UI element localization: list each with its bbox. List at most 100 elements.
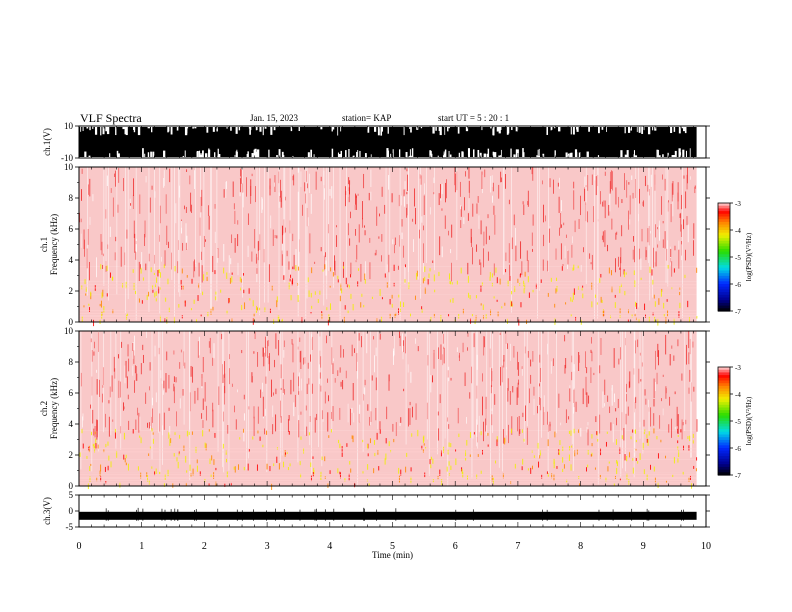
colorbar-tick-label: -4 <box>735 391 741 399</box>
spectrogram-speckle <box>343 261 344 278</box>
spectrogram-speckle <box>320 176 322 182</box>
spectrogram-speckle <box>347 403 349 423</box>
ch1-waveform-gap <box>278 149 281 157</box>
date-label: Jan. 15, 2023 <box>250 113 298 123</box>
spectrogram-speckle <box>655 224 657 238</box>
ch1-waveform-gap <box>558 127 561 132</box>
spectrogram-fleck <box>286 451 288 454</box>
spectrogram-speckle <box>521 367 523 376</box>
spectrogram-speckle <box>136 373 138 381</box>
spectrogram-speckle <box>90 404 91 409</box>
spectrogram-speckle <box>230 258 232 265</box>
spectrogram-streak <box>472 331 474 439</box>
spectrogram-speckle <box>379 333 381 340</box>
spectrogram-fleck <box>475 315 477 321</box>
spectrogram-speckle <box>499 332 501 336</box>
spectrogram-speckle <box>404 265 406 284</box>
colorbar-cell <box>718 289 730 293</box>
spectrogram-speckle <box>409 408 411 425</box>
spectrogram-speckle <box>280 197 282 203</box>
spectrogram-fleck <box>666 299 668 302</box>
spectrogram-speckle <box>392 423 394 432</box>
spectrogram-fleck <box>377 450 379 455</box>
ch1-waveform-gap <box>492 127 495 136</box>
ch1-waveform-gap <box>439 127 442 136</box>
spectrogram-speckle <box>587 429 589 446</box>
spectrogram-fleck <box>155 298 157 302</box>
spectrogram-fleck <box>324 264 326 270</box>
spectrogram-fleck <box>654 316 656 323</box>
spectrogram-streak <box>289 167 291 284</box>
spectrogram-fleck <box>637 461 639 464</box>
spectrogram-fleck <box>647 439 649 446</box>
spectrogram-fleck <box>312 456 314 459</box>
spectrogram-speckle <box>671 261 673 277</box>
spectrogram-streak <box>682 167 683 318</box>
ch1-waveform-gap <box>551 127 553 130</box>
spectrogram-speckle <box>140 363 142 375</box>
spectrogram-streak <box>222 331 223 468</box>
spectrogram-speckle <box>276 235 278 239</box>
spectrogram-fleck <box>553 461 555 469</box>
ch1-waveform-gap <box>150 151 152 157</box>
ch1-waveform-gap <box>238 127 241 131</box>
spectrogram-fleck <box>511 303 513 307</box>
spectrogram-fleck <box>530 467 532 474</box>
ch1-waveform-gap <box>251 153 254 157</box>
spectrogram-speckle <box>609 406 611 414</box>
spectrogram-fleck <box>170 438 172 443</box>
colorbar-cell <box>718 469 730 473</box>
spectrogram-speckle <box>603 200 605 207</box>
spectrogram-fleck <box>152 432 154 435</box>
spectrogram-fleck <box>81 429 83 434</box>
spectrogram-speckle <box>229 354 230 360</box>
spectrogram-fleck <box>269 308 271 314</box>
spectrogram-streak <box>526 331 528 428</box>
spectrogram-fleck <box>602 310 604 317</box>
spectrogram-speckle <box>81 189 82 201</box>
spectrogram-speckle <box>191 204 192 213</box>
spectrogram-fleck <box>414 295 416 300</box>
spectrogram-speckle <box>118 168 120 183</box>
spectrogram-speckle <box>237 220 239 225</box>
spectrogram-fleck <box>351 435 353 439</box>
spectrogram-fleck <box>344 305 346 310</box>
spectrogram-fleck <box>496 277 498 284</box>
spectrogram-speckle <box>368 192 370 201</box>
spectrogram-fleck <box>362 471 364 474</box>
spectrogram-speckle <box>173 386 175 404</box>
spectrogram-speckle <box>696 419 698 432</box>
colorbar-cell <box>718 230 730 234</box>
ch1-waveform-gap <box>630 127 632 131</box>
spectrogram-fleck <box>289 463 291 467</box>
ch1-waveform-gap <box>678 148 681 157</box>
spectrogram-speckle <box>129 198 131 209</box>
spectrogram-fleck <box>555 288 557 294</box>
spectrogram-streak <box>120 331 122 450</box>
spectrogram-speckle <box>355 194 357 198</box>
spectrogram-speckle <box>669 246 671 266</box>
spectrogram-fleck <box>585 467 587 472</box>
spectrogram-fleck <box>539 450 541 456</box>
spectrogram-fleck <box>164 474 166 480</box>
spectrogram-fleck <box>159 272 161 278</box>
spectrogram-speckle <box>169 168 171 183</box>
spectrogram-fleck <box>141 300 143 304</box>
spectrogram-speckle <box>669 354 671 366</box>
spectrogram-fleck <box>652 312 654 316</box>
spectrogram-speckle <box>585 376 587 395</box>
spectrogram-speckle <box>694 186 696 194</box>
spectrogram-fleck <box>455 458 457 466</box>
spectrogram-streak <box>690 331 691 458</box>
spectrogram-speckle <box>563 222 565 226</box>
ch1-waveform-gap <box>370 154 372 157</box>
spectrogram-speckle <box>518 379 519 385</box>
spectrogram-fleck <box>663 302 665 309</box>
spectrogram-speckle <box>272 392 274 396</box>
spectrogram-fleck <box>125 454 127 459</box>
ch1-waveform-gap <box>508 127 510 134</box>
spectrogram-speckle <box>281 225 283 244</box>
spectrogram-speckle <box>262 396 264 417</box>
spectrogram-fleck <box>677 446 679 450</box>
spectrogram-fleck <box>367 444 369 450</box>
